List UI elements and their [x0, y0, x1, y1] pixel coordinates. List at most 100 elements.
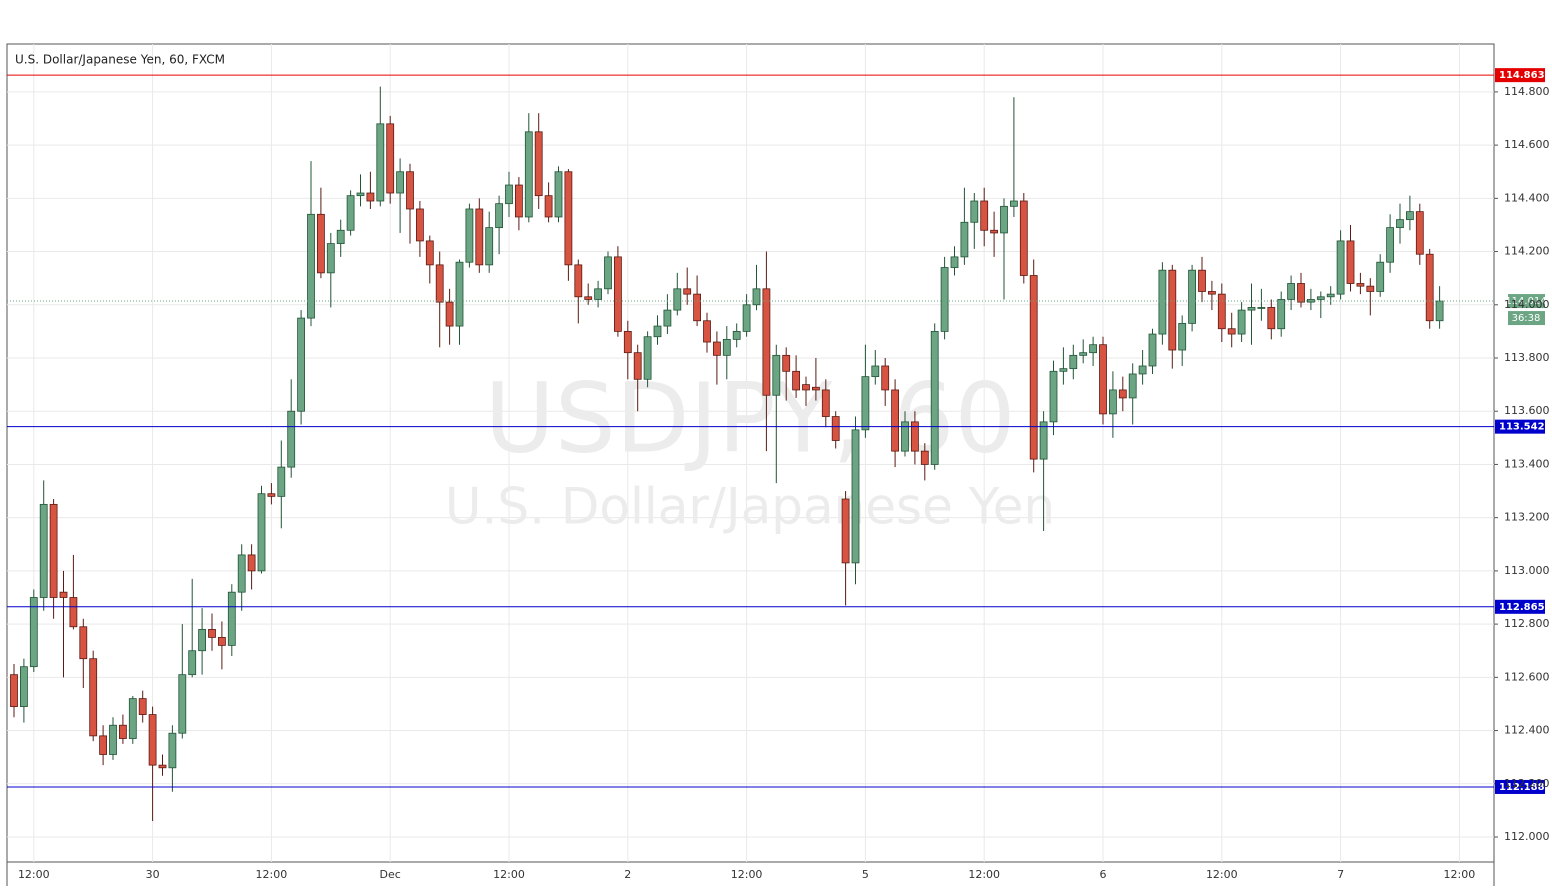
candle-body: [970, 200, 979, 223]
candle-body: [1356, 283, 1365, 287]
candle-body: [515, 184, 523, 218]
candle-body: [445, 301, 454, 327]
price-label-box: [1495, 779, 1545, 794]
candle-body: [911, 421, 919, 452]
x-tick-label: 12:00: [731, 868, 763, 881]
y-tick-label: 114.400: [1504, 191, 1550, 204]
last-price-label: 114.014: [1505, 296, 1546, 307]
candle-body: [920, 450, 929, 465]
candle-body: [1316, 296, 1325, 300]
candle-body: [138, 698, 147, 715]
candle-body: [1049, 370, 1058, 423]
candle-body: [1059, 368, 1068, 372]
candle-body: [574, 264, 583, 298]
candle-body: [950, 256, 959, 268]
candle-body: [326, 243, 335, 274]
candle-body: [891, 389, 899, 452]
candle-body: [1297, 283, 1305, 303]
price-label-box: [1495, 599, 1545, 614]
candle-body: [148, 714, 157, 766]
candle-body: [881, 365, 890, 391]
countdown: 36:38: [1512, 313, 1541, 324]
y-tick-label: 114.600: [1504, 138, 1550, 151]
candle-body: [198, 629, 207, 652]
candle-body: [663, 309, 672, 327]
y-tick-label: 113.600: [1504, 404, 1550, 417]
candle-body: [287, 410, 296, 468]
candle-body: [188, 650, 197, 676]
candle-body: [930, 330, 939, 465]
candle-body: [1425, 253, 1434, 322]
candle-body: [534, 131, 543, 197]
candle-body: [1188, 269, 1196, 324]
candle-body: [1000, 205, 1008, 234]
candle-body: [841, 498, 850, 564]
candle-body: [1336, 240, 1345, 295]
candle-body: [1109, 389, 1117, 415]
candle-body: [782, 354, 791, 372]
x-tick-label: 2: [624, 868, 631, 881]
candle-body: [861, 376, 870, 431]
candle-body: [1435, 300, 1444, 322]
candle-body: [19, 666, 28, 707]
candle-body: [604, 256, 612, 290]
candle-body: [1138, 365, 1147, 375]
candle-body: [386, 123, 395, 194]
y-tick-label: 114.000: [1504, 298, 1550, 311]
x-tick-label: 12:00: [1206, 868, 1238, 881]
candle-body: [623, 330, 632, 354]
candle-body: [901, 421, 909, 452]
x-tick-label: 12:00: [18, 868, 50, 881]
candle-body: [59, 591, 68, 598]
candle-body: [1366, 285, 1375, 292]
candle-body: [39, 503, 48, 598]
candle-body: [1158, 269, 1167, 335]
candle-body: [940, 267, 949, 332]
candle-body: [1415, 211, 1424, 255]
x-tick-label: 12:00: [493, 868, 525, 881]
candle-body: [1128, 373, 1137, 399]
y-tick-label: 112.600: [1504, 670, 1550, 683]
candle-body: [1099, 344, 1107, 415]
candle-body: [792, 370, 800, 391]
candle-body: [871, 365, 880, 378]
x-tick-label: 5: [862, 868, 869, 881]
candle-body: [485, 227, 494, 266]
candle-body: [554, 171, 563, 218]
candle-body: [475, 208, 484, 266]
candle-body: [742, 304, 751, 332]
candle-body: [158, 764, 167, 769]
candle-body: [1376, 261, 1385, 292]
x-tick-label: 12:00: [256, 868, 288, 881]
last-price-box: [1508, 294, 1545, 309]
plot-frame: [6, 43, 1495, 863]
candle-body: [1386, 227, 1394, 263]
candle-body: [1247, 307, 1256, 311]
price-label-box: [1495, 419, 1545, 434]
y-tick-label: 114.800: [1504, 85, 1550, 98]
candle-body: [1237, 309, 1246, 335]
candle-body: [812, 386, 820, 391]
candles: [10, 86, 1444, 822]
candle-body: [336, 229, 345, 244]
candle-body: [1326, 293, 1335, 298]
candle-body: [109, 724, 117, 755]
y-tick-label: 113.800: [1504, 351, 1550, 364]
candle-body: [831, 416, 840, 441]
candle-body: [1019, 200, 1028, 276]
y-tick-label: 113.200: [1504, 511, 1550, 524]
candle-body: [1257, 307, 1266, 309]
y-tick-label: 112.800: [1504, 617, 1550, 630]
candle-body: [217, 637, 226, 646]
candle-body: [425, 240, 434, 266]
candle-body: [257, 493, 266, 572]
candle-body: [614, 256, 622, 332]
candle-body: [1178, 323, 1187, 351]
candle-body: [89, 658, 98, 737]
candle-body: [1208, 291, 1216, 295]
price-label-box: [1495, 68, 1545, 83]
candle-body: [49, 503, 58, 598]
candle-body: [821, 389, 830, 417]
candle-body: [29, 597, 38, 668]
candle-body: [851, 429, 860, 564]
